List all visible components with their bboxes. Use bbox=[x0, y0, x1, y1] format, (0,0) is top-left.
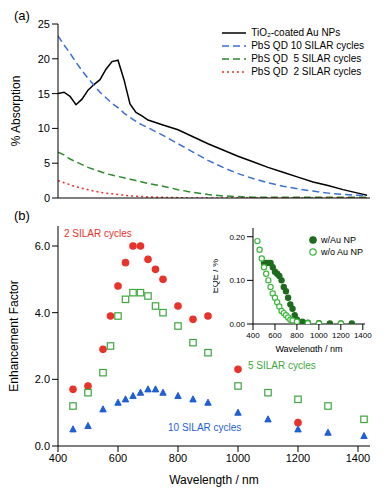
svg-text:Enhancement Factor: Enhancement Factor bbox=[8, 280, 21, 391]
svg-text:20: 20 bbox=[38, 53, 50, 65]
svg-text:1200: 1200 bbox=[286, 452, 310, 464]
html-text:PbS QD 2 SILAR cycles: PbS QD 2 SILAR cycles bbox=[251, 66, 362, 77]
svg-text:400: 400 bbox=[246, 331, 260, 340]
svg-text:1400: 1400 bbox=[346, 452, 370, 464]
html-text:TiO₂-coated Au NPs: TiO₂-coated Au NPs bbox=[251, 27, 341, 38]
svg-text:1000: 1000 bbox=[226, 452, 250, 464]
svg-text:25: 25 bbox=[38, 18, 50, 30]
svg-text:0.10: 0.10 bbox=[229, 276, 245, 285]
svg-text:0.00: 0.00 bbox=[229, 320, 245, 329]
svg-text:0: 0 bbox=[44, 192, 50, 204]
html-text:PbS QD 5 SILAR cycles: PbS QD 5 SILAR cycles bbox=[251, 53, 362, 64]
html-text:(a): (a) bbox=[14, 8, 30, 23]
svg-text:Wavelength / nm: Wavelength / nm bbox=[275, 344, 342, 352]
svg-text:15: 15 bbox=[38, 88, 50, 100]
svg-text:10: 10 bbox=[38, 122, 50, 134]
html-text:5 SILAR cycles: 5 SILAR cycles bbox=[248, 360, 316, 371]
svg-text:2.0: 2.0 bbox=[35, 373, 50, 385]
svg-text:600: 600 bbox=[268, 331, 282, 340]
svg-text:EQE / %: EQE / % bbox=[213, 259, 220, 294]
svg-text:1400: 1400 bbox=[354, 331, 372, 340]
html-text:w/Au NP: w/Au NP bbox=[321, 235, 356, 245]
svg-text:0.0: 0.0 bbox=[35, 440, 50, 452]
html-text:PbS QD 10 SILAR cycles: PbS QD 10 SILAR cycles bbox=[251, 40, 364, 51]
svg-text:800: 800 bbox=[290, 331, 304, 340]
svg-text:400: 400 bbox=[49, 452, 67, 464]
svg-text:% Absorption: % Absorption bbox=[9, 76, 23, 147]
svg-text:800: 800 bbox=[169, 452, 187, 464]
svg-text:1000: 1000 bbox=[310, 331, 328, 340]
svg-text:Wavelength / nm: Wavelength / nm bbox=[169, 473, 259, 487]
svg-text:5: 5 bbox=[44, 157, 50, 169]
html-text:2 SILAR cycles: 2 SILAR cycles bbox=[64, 228, 132, 239]
svg-text:4.0: 4.0 bbox=[35, 307, 50, 319]
svg-text:6.0: 6.0 bbox=[35, 240, 50, 252]
html-text:(b): (b) bbox=[14, 208, 30, 223]
html-text:10 SILAR cycles: 10 SILAR cycles bbox=[168, 422, 242, 433]
html-text:w/o Au NP: w/o Au NP bbox=[321, 247, 363, 257]
svg-text:0.20: 0.20 bbox=[229, 233, 245, 242]
svg-text:1200: 1200 bbox=[332, 331, 350, 340]
svg-text:600: 600 bbox=[109, 452, 127, 464]
